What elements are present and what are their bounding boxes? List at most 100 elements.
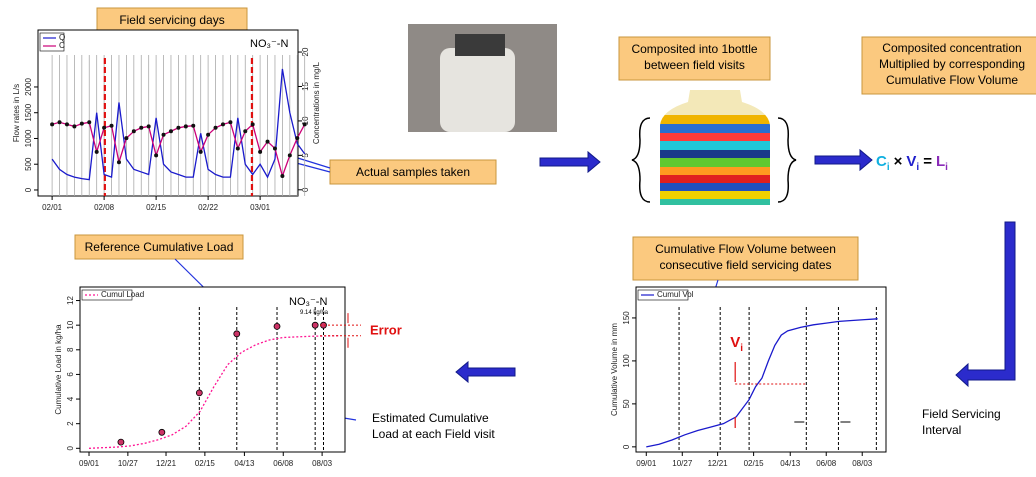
plot-frame bbox=[636, 287, 886, 452]
data-point bbox=[72, 124, 76, 128]
y-tick-label: 2 bbox=[66, 421, 75, 426]
x-tick-label: 04/13 bbox=[234, 459, 255, 468]
x-tick-label: 10/27 bbox=[672, 459, 693, 468]
y2-tick-label: 0 bbox=[301, 187, 310, 192]
x-tick-label: 02/15 bbox=[146, 203, 167, 212]
annotation-sub: 9.14 kg/ha bbox=[300, 310, 329, 316]
page: Field servicing days Actual samples take… bbox=[0, 0, 1036, 472]
data-point bbox=[124, 136, 128, 140]
data-point bbox=[184, 124, 188, 128]
y-tick-label: 500 bbox=[24, 157, 33, 171]
data-point bbox=[206, 133, 210, 137]
formula-sub: i bbox=[945, 162, 948, 173]
callout-text: Field servicing days bbox=[119, 13, 224, 27]
callout-wrap: Composited concentration Multiplied by c… bbox=[862, 37, 1036, 94]
sampler-top bbox=[455, 34, 505, 56]
data-point bbox=[303, 122, 307, 126]
data-point bbox=[221, 122, 225, 126]
y-tick-label: 0 bbox=[24, 187, 33, 192]
vi-sub: i bbox=[740, 343, 743, 354]
arrow bbox=[815, 150, 872, 170]
data-point bbox=[243, 129, 247, 133]
y-tick-label: 8 bbox=[66, 347, 75, 352]
x-tick-label: 08/03 bbox=[852, 459, 873, 468]
formula-sub: i bbox=[887, 162, 890, 173]
y-tick-label: 12 bbox=[66, 296, 75, 305]
data-point bbox=[162, 133, 166, 137]
x-tick-label: 02/15 bbox=[744, 459, 765, 468]
formula-v: V bbox=[906, 153, 916, 170]
y-tick-label: 100 bbox=[622, 354, 631, 368]
data-point bbox=[139, 126, 143, 130]
data-point bbox=[80, 122, 84, 126]
label-text: Field Servicing Interval bbox=[922, 406, 1032, 438]
diagram: Field servicing days Actual samples take… bbox=[0, 0, 1036, 472]
x-tick-label: 02/08 bbox=[94, 203, 115, 212]
data-point bbox=[110, 124, 114, 128]
callout-text: Composited concentration Multiplied by c… bbox=[862, 37, 1036, 91]
x-tick-label: 09/01 bbox=[79, 459, 100, 468]
y-tick-label: 1000 bbox=[24, 129, 33, 147]
sampler bbox=[440, 48, 515, 132]
formula-op: = bbox=[923, 153, 932, 170]
y-axis-label: Cumulative Volume in mm bbox=[610, 323, 619, 416]
x-tick-label: 12/21 bbox=[156, 459, 177, 468]
arrow bbox=[540, 152, 600, 172]
text-wrap: Estimated Cumulative Load at each Field … bbox=[372, 410, 502, 470]
y-axis-label: Flow rates in L/s bbox=[12, 84, 21, 142]
x-tick-label: 04/13 bbox=[780, 459, 801, 468]
data-point bbox=[50, 122, 54, 126]
data-point bbox=[214, 126, 218, 130]
data-point bbox=[169, 129, 173, 133]
x-tick-label: 02/01 bbox=[42, 203, 63, 212]
x-tick-label: 08/03 bbox=[312, 459, 333, 468]
data-point bbox=[236, 146, 240, 150]
callout-text: Composited into 1bottle between field vi… bbox=[619, 37, 770, 77]
annotation: NO₃⁻-N bbox=[250, 38, 288, 50]
y2-tick-label: 15 bbox=[301, 81, 310, 90]
x-tick-label: 09/01 bbox=[636, 459, 657, 468]
arrow bbox=[956, 222, 1015, 386]
data-point bbox=[273, 146, 277, 150]
formula: Ci×Vi=Li bbox=[876, 153, 948, 173]
data-point bbox=[266, 140, 270, 144]
y-tick-label: 4 bbox=[66, 396, 75, 401]
formula-c: C bbox=[876, 153, 887, 170]
data-point bbox=[132, 129, 136, 133]
x-tick-label: 02/22 bbox=[198, 203, 219, 212]
y2-axis-label: Concentrations in mg/L bbox=[312, 61, 321, 144]
brace bbox=[632, 118, 650, 202]
callout-text: Cumulative Flow Volume between consecuti… bbox=[633, 237, 858, 277]
visit-point bbox=[312, 322, 318, 328]
y-tick-label: 0 bbox=[622, 444, 631, 449]
data-point bbox=[191, 124, 195, 128]
callout-text: Reference Cumulative Load bbox=[85, 240, 234, 254]
data-point bbox=[228, 120, 232, 124]
arrow bbox=[456, 362, 515, 382]
data-point bbox=[280, 174, 284, 178]
data-point bbox=[288, 153, 292, 157]
text-wrap: Field Servicing Interval bbox=[922, 406, 1032, 446]
visit-point bbox=[118, 439, 124, 445]
data-point bbox=[176, 126, 180, 130]
data-point bbox=[258, 150, 262, 154]
label-text: Estimated Cumulative Load at each Field … bbox=[372, 410, 502, 442]
error-label: Error bbox=[370, 322, 402, 337]
y-tick-label: 10 bbox=[66, 320, 75, 329]
plot-frame bbox=[38, 30, 298, 196]
x-tick-label: 03/01 bbox=[250, 203, 271, 212]
data-point bbox=[147, 124, 151, 128]
x-tick-label: 10/27 bbox=[118, 459, 139, 468]
visit-point bbox=[274, 323, 280, 329]
data-point bbox=[95, 150, 99, 154]
y-tick-label: 0 bbox=[66, 446, 75, 451]
callout-text: Actual samples taken bbox=[356, 165, 470, 179]
data-point bbox=[251, 122, 255, 126]
data-point bbox=[154, 153, 158, 157]
callout-wrap: Composited into 1bottle between field vi… bbox=[619, 37, 770, 80]
formula-sub: i bbox=[916, 162, 919, 173]
brace bbox=[778, 118, 796, 202]
visit-point bbox=[234, 331, 240, 337]
y-axis-label: Cumulative Load in kg/ha bbox=[54, 324, 63, 415]
x-tick-label: 06/08 bbox=[273, 459, 294, 468]
